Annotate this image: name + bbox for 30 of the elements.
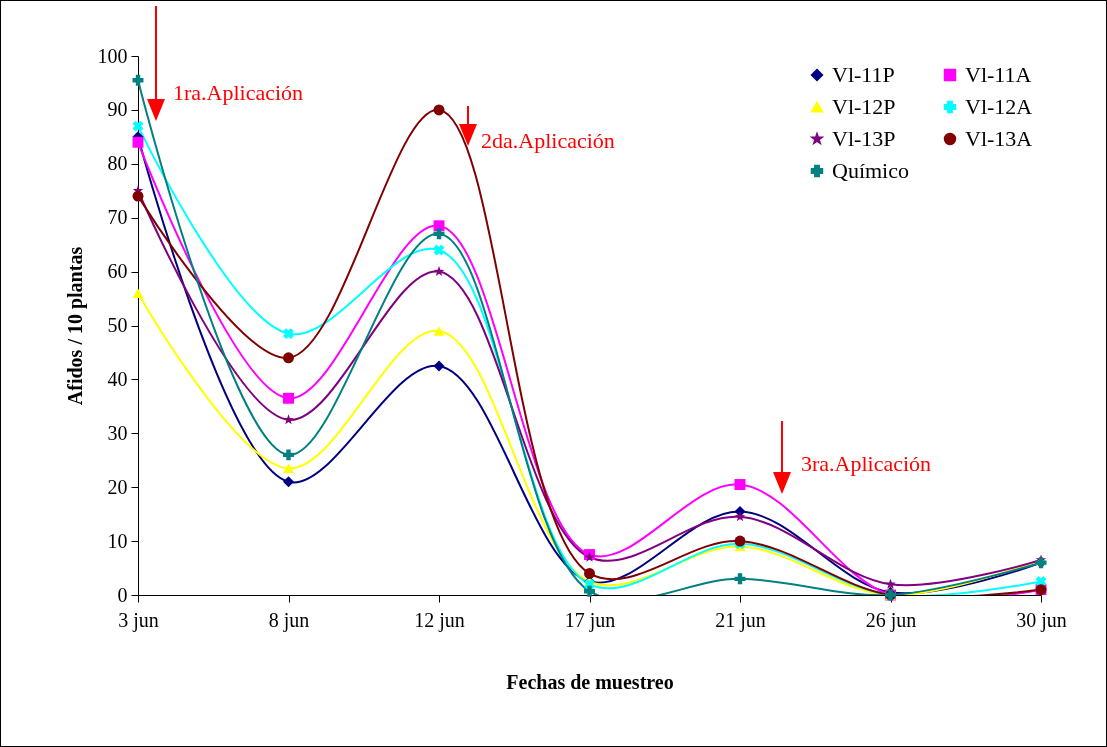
x-tick-label: 26 jun [865,608,917,632]
y-tick-label: 40 [107,367,128,390]
y-tick-label: 20 [107,475,128,498]
y-tick-label: 50 [107,314,128,336]
legend-label: Vl-12A [965,94,1033,119]
legend-label: Químico [832,158,909,183]
y-tick-label: 10 [107,529,128,552]
annotation: 2da.Aplicación [481,128,615,153]
y-tick-label: 0 [117,583,128,606]
x-tick-label: 30 jun [1016,608,1067,632]
y-axis-title: Afidos / 10 plantas [63,246,87,406]
x-tick-label: 21 jun [715,608,766,632]
x-axis-title: Fechas de muestreo [506,670,674,693]
x-tick-label: 12 jun [414,608,465,632]
x-tick-label: 8 jun [268,608,310,632]
legend-label: Vl-12P [832,94,896,119]
x-tick-label: 17 jun [564,608,616,632]
annotation: 3ra.Aplicación [801,451,932,476]
annotation: 1ra.Aplicación [173,80,304,105]
y-tick-label: 100 [97,44,128,67]
y-tick-label: 60 [107,260,128,283]
y-tick-label: 80 [107,152,128,175]
y-tick-label: 90 [107,98,128,121]
legend-label: Vl-13P [832,126,896,151]
y-tick-label: 70 [107,206,128,229]
legend-label: Vl-13A [965,126,1033,151]
legend-label: Vl-11A [965,62,1032,87]
legend-label: Vl-11P [832,62,895,87]
x-tick-label: 3 jun [118,608,159,632]
y-tick-label: 30 [107,421,128,444]
